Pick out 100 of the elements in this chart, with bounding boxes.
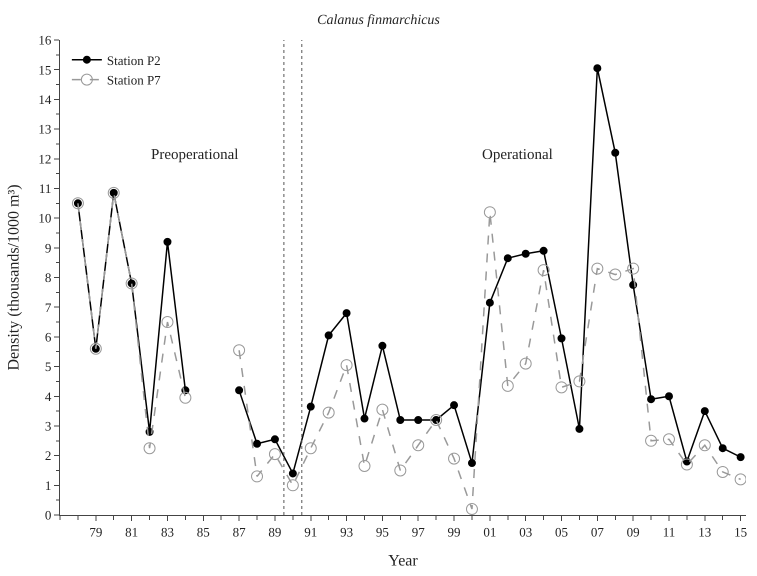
x-tick-label: 01 <box>483 524 496 540</box>
point <box>591 262 604 275</box>
legend-label: Station P2 <box>106 52 161 68</box>
point <box>358 460 370 472</box>
y-tick-label: 3 <box>44 418 52 434</box>
y-tick-label: 7 <box>44 300 52 315</box>
point <box>664 392 673 400</box>
x-tick-label: 83 <box>160 524 174 540</box>
x-tick-label: 03 <box>519 524 532 540</box>
point <box>486 298 494 307</box>
y-tick-label: 4 <box>44 388 52 404</box>
point <box>468 459 476 468</box>
point <box>627 262 640 275</box>
point <box>144 442 156 454</box>
point <box>718 444 727 452</box>
y-tick-label: 15 <box>38 62 52 78</box>
legend-label: Station P7 <box>106 72 162 88</box>
point <box>233 344 246 356</box>
point <box>540 246 548 255</box>
x-tick-label: 11 <box>662 524 676 540</box>
chart-title: Calanus finmarchicus <box>317 13 440 28</box>
x-tick-label: 15 <box>734 524 748 540</box>
point <box>288 469 297 478</box>
point <box>700 407 709 416</box>
point <box>414 416 422 424</box>
x-tick-label: 89 <box>268 524 282 540</box>
point <box>466 503 478 515</box>
point <box>609 268 622 281</box>
point <box>522 250 530 258</box>
y-tick-label: 8 <box>44 270 52 286</box>
x-axis-title: Year <box>388 552 418 570</box>
y-tick-label: 0 <box>44 508 52 523</box>
point <box>268 448 281 460</box>
point <box>322 406 335 419</box>
point <box>340 359 353 372</box>
point <box>396 416 404 424</box>
x-tick-label: 13 <box>698 524 712 540</box>
y-tick-label: 5 <box>44 359 52 374</box>
point <box>342 309 351 318</box>
annotation: Preoperational <box>151 147 238 163</box>
point <box>716 466 729 478</box>
point <box>558 334 566 342</box>
y-tick-label: 12 <box>38 151 52 166</box>
point <box>394 464 406 476</box>
x-tick-label: 93 <box>340 524 354 540</box>
point <box>680 458 693 471</box>
point <box>662 433 675 446</box>
point <box>161 316 174 328</box>
x-tick-label: 07 <box>590 524 604 540</box>
y-tick-label: 14 <box>38 92 52 107</box>
point <box>520 358 532 370</box>
point <box>306 402 315 411</box>
point <box>286 479 299 492</box>
point <box>360 414 368 423</box>
point <box>538 264 550 276</box>
y-tick-label: 11 <box>38 180 52 196</box>
point <box>179 392 192 404</box>
x-tick-label: 87 <box>232 524 246 540</box>
y-tick-label: 16 <box>38 32 52 48</box>
point <box>304 442 317 454</box>
x-tick-label: 09 <box>626 524 640 540</box>
point <box>251 470 264 482</box>
x-tick-label: 91 <box>304 524 318 540</box>
point <box>450 401 458 410</box>
point <box>484 206 496 218</box>
point <box>736 453 745 462</box>
point <box>573 375 586 388</box>
annotation: Operational <box>482 147 553 163</box>
y-tick-label: 13 <box>38 122 52 137</box>
point <box>270 435 279 444</box>
x-tick-label: 99 <box>448 524 461 540</box>
point <box>645 434 658 447</box>
y-tick-label: 10 <box>38 210 52 226</box>
point <box>412 439 424 452</box>
x-tick-label: 79 <box>89 524 102 540</box>
point <box>235 386 244 394</box>
point <box>504 254 512 262</box>
point <box>253 440 262 448</box>
point <box>556 381 568 394</box>
x-tick-label: 85 <box>196 524 210 540</box>
y-tick-label: 6 <box>44 329 52 344</box>
point <box>324 331 333 340</box>
x-tick-label: 97 <box>412 524 426 540</box>
point <box>698 439 711 452</box>
point <box>376 404 388 416</box>
y-tick-label: 2 <box>44 448 52 464</box>
point <box>163 238 172 246</box>
point <box>378 342 386 350</box>
point <box>593 64 602 72</box>
y-tick-label: 9 <box>44 240 52 256</box>
y-axis-title: Density (thousands/1000 m³) <box>5 184 22 371</box>
point <box>611 148 620 157</box>
point <box>448 452 460 465</box>
point <box>575 424 584 433</box>
y-tick-label: 1 <box>44 478 52 493</box>
x-tick-label: 95 <box>376 524 389 540</box>
point <box>647 395 656 404</box>
x-tick-label: 81 <box>125 524 138 540</box>
point <box>502 380 514 392</box>
x-tick-label: 05 <box>555 524 568 540</box>
